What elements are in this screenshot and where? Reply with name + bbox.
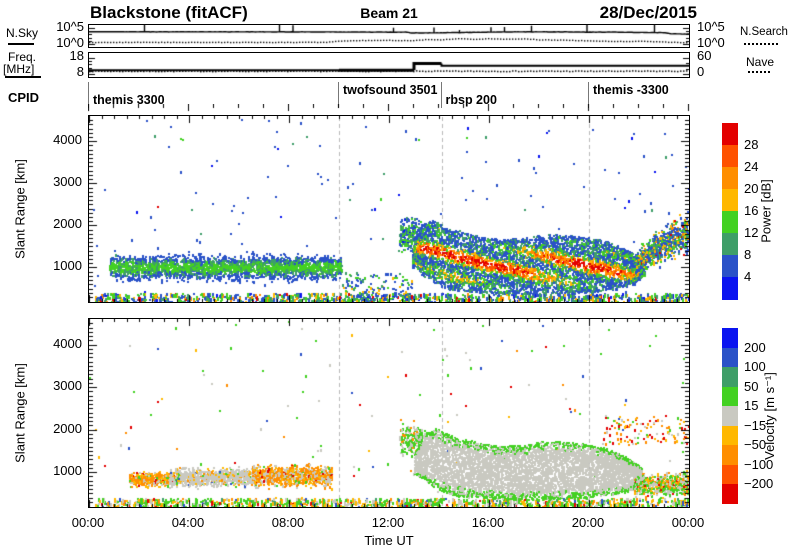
power-colorbar-tick-label: 4 <box>744 269 752 284</box>
velocity-colorbar-segment <box>722 367 738 388</box>
freq-solid-line-sample <box>5 76 41 78</box>
velocity-colorbar-segment <box>722 328 738 349</box>
nsearch-dotted-line-sample <box>744 43 778 45</box>
cpid-segment-label: rbsp 200 <box>445 93 497 107</box>
freq-left-tick-bottom: 8 <box>76 64 84 79</box>
power-colorbar-tick-label: 28 <box>744 137 759 152</box>
nave-legend-label: Nave <box>746 55 775 69</box>
velocity-panel <box>88 318 690 508</box>
noise-left-tick-bottom: 10^0 <box>56 35 84 50</box>
velocity-colorbar-segment <box>722 464 738 485</box>
velocity-panel-canvas <box>89 319 689 507</box>
velocity-colorbar-tick-label: 50 <box>744 378 759 394</box>
velocity-colorbar-segment <box>722 406 738 427</box>
x-tick-label: 16:00 <box>471 515 505 530</box>
power-colorbar-segment <box>722 211 738 234</box>
power-panel-canvas <box>89 116 689 302</box>
y-tick-label: 1000 <box>53 463 82 479</box>
velocity-colorbar-tick-label: −15 <box>744 417 767 433</box>
noise-right-tick-top: 10^5 <box>697 19 725 34</box>
power-colorbar-tick-label: 8 <box>744 247 752 262</box>
freq-legend-label-line2: [MHz] <box>3 62 35 76</box>
power-colorbar-tick-label: 12 <box>744 225 759 240</box>
noise-right-tick-bottom: 10^0 <box>697 35 725 50</box>
nsky-solid-line-sample <box>8 43 34 45</box>
power-colorbar-tick-label: 20 <box>744 181 759 196</box>
power-colorbar <box>722 123 738 300</box>
y-tick-label: 3000 <box>53 174 82 190</box>
x-tick-label: 04:00 <box>171 515 205 530</box>
power-colorbar-tick-label: 24 <box>744 159 759 174</box>
power-colorbar-segment <box>722 189 738 212</box>
freq-legend-label-line1: Freq. <box>8 50 37 64</box>
noise-left-tick-top: 10^5 <box>56 19 84 34</box>
cpid-separator <box>440 82 442 108</box>
date-label: 28/Dec/2015 <box>599 3 697 22</box>
power-colorbar-segment <box>722 123 738 146</box>
power-colorbar-segment <box>722 233 738 256</box>
cpid-segment-label: themis -3300 <box>593 83 669 97</box>
beam-label: Beam 21 <box>360 5 418 21</box>
page-title: Blackstone (fitACF) <box>90 3 248 22</box>
velocity-colorbar-tick-label: 200 <box>744 339 766 355</box>
freq-panel <box>88 52 690 78</box>
x-tick-label: 00:00 <box>71 515 105 530</box>
freq-right-tick-bottom: 0 <box>697 64 705 79</box>
y-tick-label: 3000 <box>53 378 82 394</box>
velocity-y-axis-label: Slant Range [km] <box>12 363 28 463</box>
y-tick-label: 4000 <box>53 335 82 351</box>
cpid-separator <box>588 82 589 108</box>
velocity-colorbar-tick-label: −100 <box>744 456 774 472</box>
velocity-colorbar-tick-label: 100 <box>744 359 766 375</box>
velocity-colorbar <box>722 328 738 505</box>
power-colorbar-tick-label: 16 <box>744 203 759 218</box>
nave-dotted-line-sample <box>748 71 770 73</box>
x-axis-label: Time UT <box>364 533 414 548</box>
velocity-colorbar-segment <box>722 445 738 466</box>
noise-panel <box>88 24 690 48</box>
freq-left-tick-top: 18 <box>69 48 84 63</box>
y-tick-label: 2000 <box>53 420 82 436</box>
noise-panel-canvas <box>89 25 689 47</box>
power-colorbar-segment <box>722 255 738 278</box>
y-tick-label: 1000 <box>53 258 82 274</box>
x-tick-label: 20:00 <box>571 515 605 530</box>
velocity-colorbar-segment <box>722 484 738 505</box>
cpid-separator <box>88 82 89 108</box>
power-colorbar-segment <box>722 167 738 190</box>
cpid-segment-label: themis 3300 <box>93 93 165 107</box>
x-tick-label: 12:00 <box>371 515 405 530</box>
x-tick-label: 08:00 <box>271 515 305 530</box>
velocity-colorbar-segment <box>722 425 738 446</box>
velocity-colorbar-tick-label: −200 <box>744 476 774 492</box>
cpid-label: CPID <box>8 90 40 105</box>
velocity-colorbar-segment <box>722 347 738 368</box>
cpid-tick-strip <box>88 104 690 114</box>
power-y-axis-label: Slant Range [km] <box>12 159 28 259</box>
freq-panel-canvas <box>89 53 689 77</box>
y-tick-label: 2000 <box>53 216 82 232</box>
velocity-colorbar-segment <box>722 386 738 407</box>
power-colorbar-segment <box>722 277 738 300</box>
power-colorbar-segment <box>722 145 738 168</box>
power-colorbar-label: Power [dB] <box>758 179 774 243</box>
x-tick-label: 00:00 <box>671 515 705 530</box>
cpid-segment-label: twofsound 3501 <box>343 83 438 97</box>
nsearch-legend-label: N.Search <box>740 26 788 38</box>
y-tick-label: 4000 <box>53 132 82 148</box>
velocity-colorbar-tick-label: −50 <box>744 437 767 453</box>
cpid-separator <box>338 82 339 108</box>
cpid-row: themis 3300 twofsound 3501 rbsp 200 themis … <box>88 82 690 112</box>
nsky-legend-label: N.Sky <box>6 26 39 40</box>
velocity-colorbar-tick-label: 15 <box>744 398 759 414</box>
power-panel <box>88 115 690 303</box>
freq-right-tick-top: 60 <box>697 48 712 63</box>
